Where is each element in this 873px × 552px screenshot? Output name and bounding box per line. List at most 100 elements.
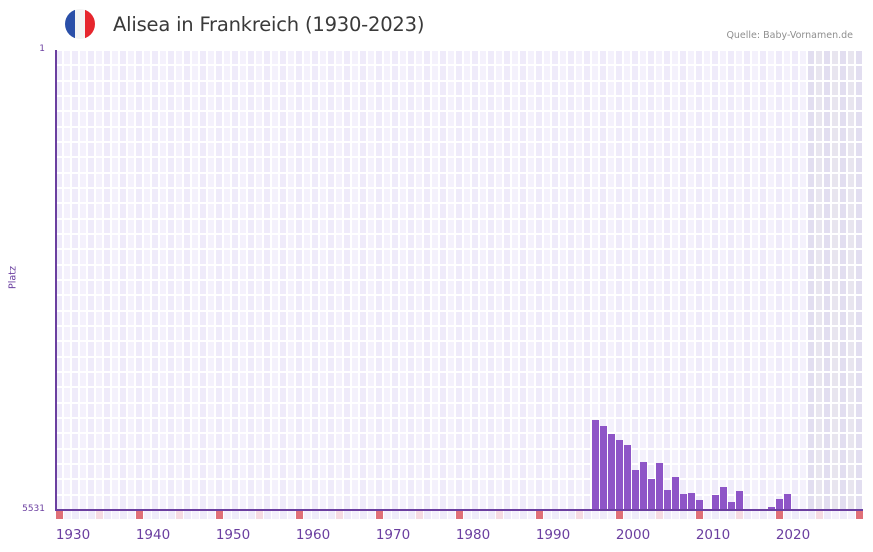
grid-cell [744,250,750,264]
grid-cell [400,403,406,417]
grid-cell [416,81,422,95]
grid-cell [800,188,806,203]
bar-2005[interactable] [656,463,663,510]
grid-cell [536,204,542,218]
bar-1997[interactable] [592,419,599,510]
source-credit: Quelle: Baby-Vornamen.de [726,30,853,41]
grid-cell [496,81,502,95]
bar-2010[interactable] [696,500,703,510]
grid-cell [392,311,398,325]
grid-cell [552,464,558,479]
grid-cell [264,250,270,264]
grid-cell [640,388,646,402]
bar-2009[interactable] [688,493,695,510]
bar-2019[interactable] [768,507,775,510]
grid-cell [416,188,422,203]
grid-cell [544,250,550,264]
grid-cell [752,51,758,65]
grid-cell [568,265,574,279]
grid-cell [624,326,630,341]
grid-cell [256,464,262,479]
bar-2000[interactable] [616,439,623,510]
grid-cell [248,81,254,95]
bar-2007[interactable] [672,476,679,510]
bar-2002[interactable] [632,469,639,510]
grid-cell [656,326,662,341]
grid-cell [720,234,726,249]
grid-cell [152,81,158,95]
bar-1999[interactable] [608,433,615,510]
grid-cell [448,280,454,295]
grid-cell [272,326,278,341]
grid-cell [824,112,830,126]
grid-cell [496,388,502,402]
grid-cell [336,388,342,402]
grid-cell [360,265,366,279]
grid-cell [456,219,462,233]
bar-2020[interactable] [776,499,783,510]
grid-cell [336,250,342,264]
grid-cell [768,418,774,433]
grid-cell [120,219,126,233]
bar-2015[interactable] [736,491,743,510]
grid-cell [368,66,374,80]
grid-cell [712,403,718,417]
grid-cell [240,296,246,310]
grid-cell [288,388,294,402]
grid-cell [232,480,238,494]
grid-cell [280,51,286,65]
grid-cell [496,188,502,203]
grid-cell [544,296,550,310]
grid-cell [696,311,702,325]
grid-cell [776,388,782,402]
grid-cell [232,388,238,402]
bar-2008[interactable] [680,494,687,510]
grid-cell [104,250,110,264]
grid-cell [328,342,334,356]
grid-cell [304,219,310,233]
bar-2001[interactable] [624,444,631,510]
grid-cell [392,142,398,157]
grid-cell [696,464,702,479]
bar-2004[interactable] [648,478,655,510]
grid-cell [600,173,606,187]
grid-cell [128,495,134,509]
grid-cell [480,219,486,233]
grid-cell [360,388,366,402]
grid-cell [112,112,118,126]
grid-cell [712,158,718,172]
grid-cell [160,173,166,187]
grid-cell [184,66,190,80]
bar-1998[interactable] [600,425,607,510]
grid-cell [408,142,414,157]
grid-cell [72,142,78,157]
grid-cell [248,480,254,494]
grid-cell [240,480,246,494]
grid-cell [72,188,78,203]
bar-2003[interactable] [640,462,647,510]
bar-2006[interactable] [664,490,671,510]
grid-cell [256,372,262,387]
grid-cell [552,204,558,218]
bar-2014[interactable] [728,502,735,510]
grid-cell [256,495,262,509]
grid-cell [680,112,686,126]
bar-2013[interactable] [720,487,727,510]
grid-cell [288,66,294,80]
grid-cell [448,372,454,387]
grid-cell [440,326,446,341]
grid-cell [448,96,454,111]
grid-cell [512,311,518,325]
bar-2012[interactable] [712,495,719,510]
grid-cell [328,357,334,371]
grid-cell [384,418,390,433]
grid-cell [688,372,694,387]
year-marker [744,511,751,519]
grid-cell [840,326,846,341]
bar-2021[interactable] [784,494,791,510]
grid-cell [752,326,758,341]
grid-cell [176,495,182,509]
grid-cell [424,250,430,264]
grid-cell [280,388,286,402]
grid-cell [272,127,278,141]
